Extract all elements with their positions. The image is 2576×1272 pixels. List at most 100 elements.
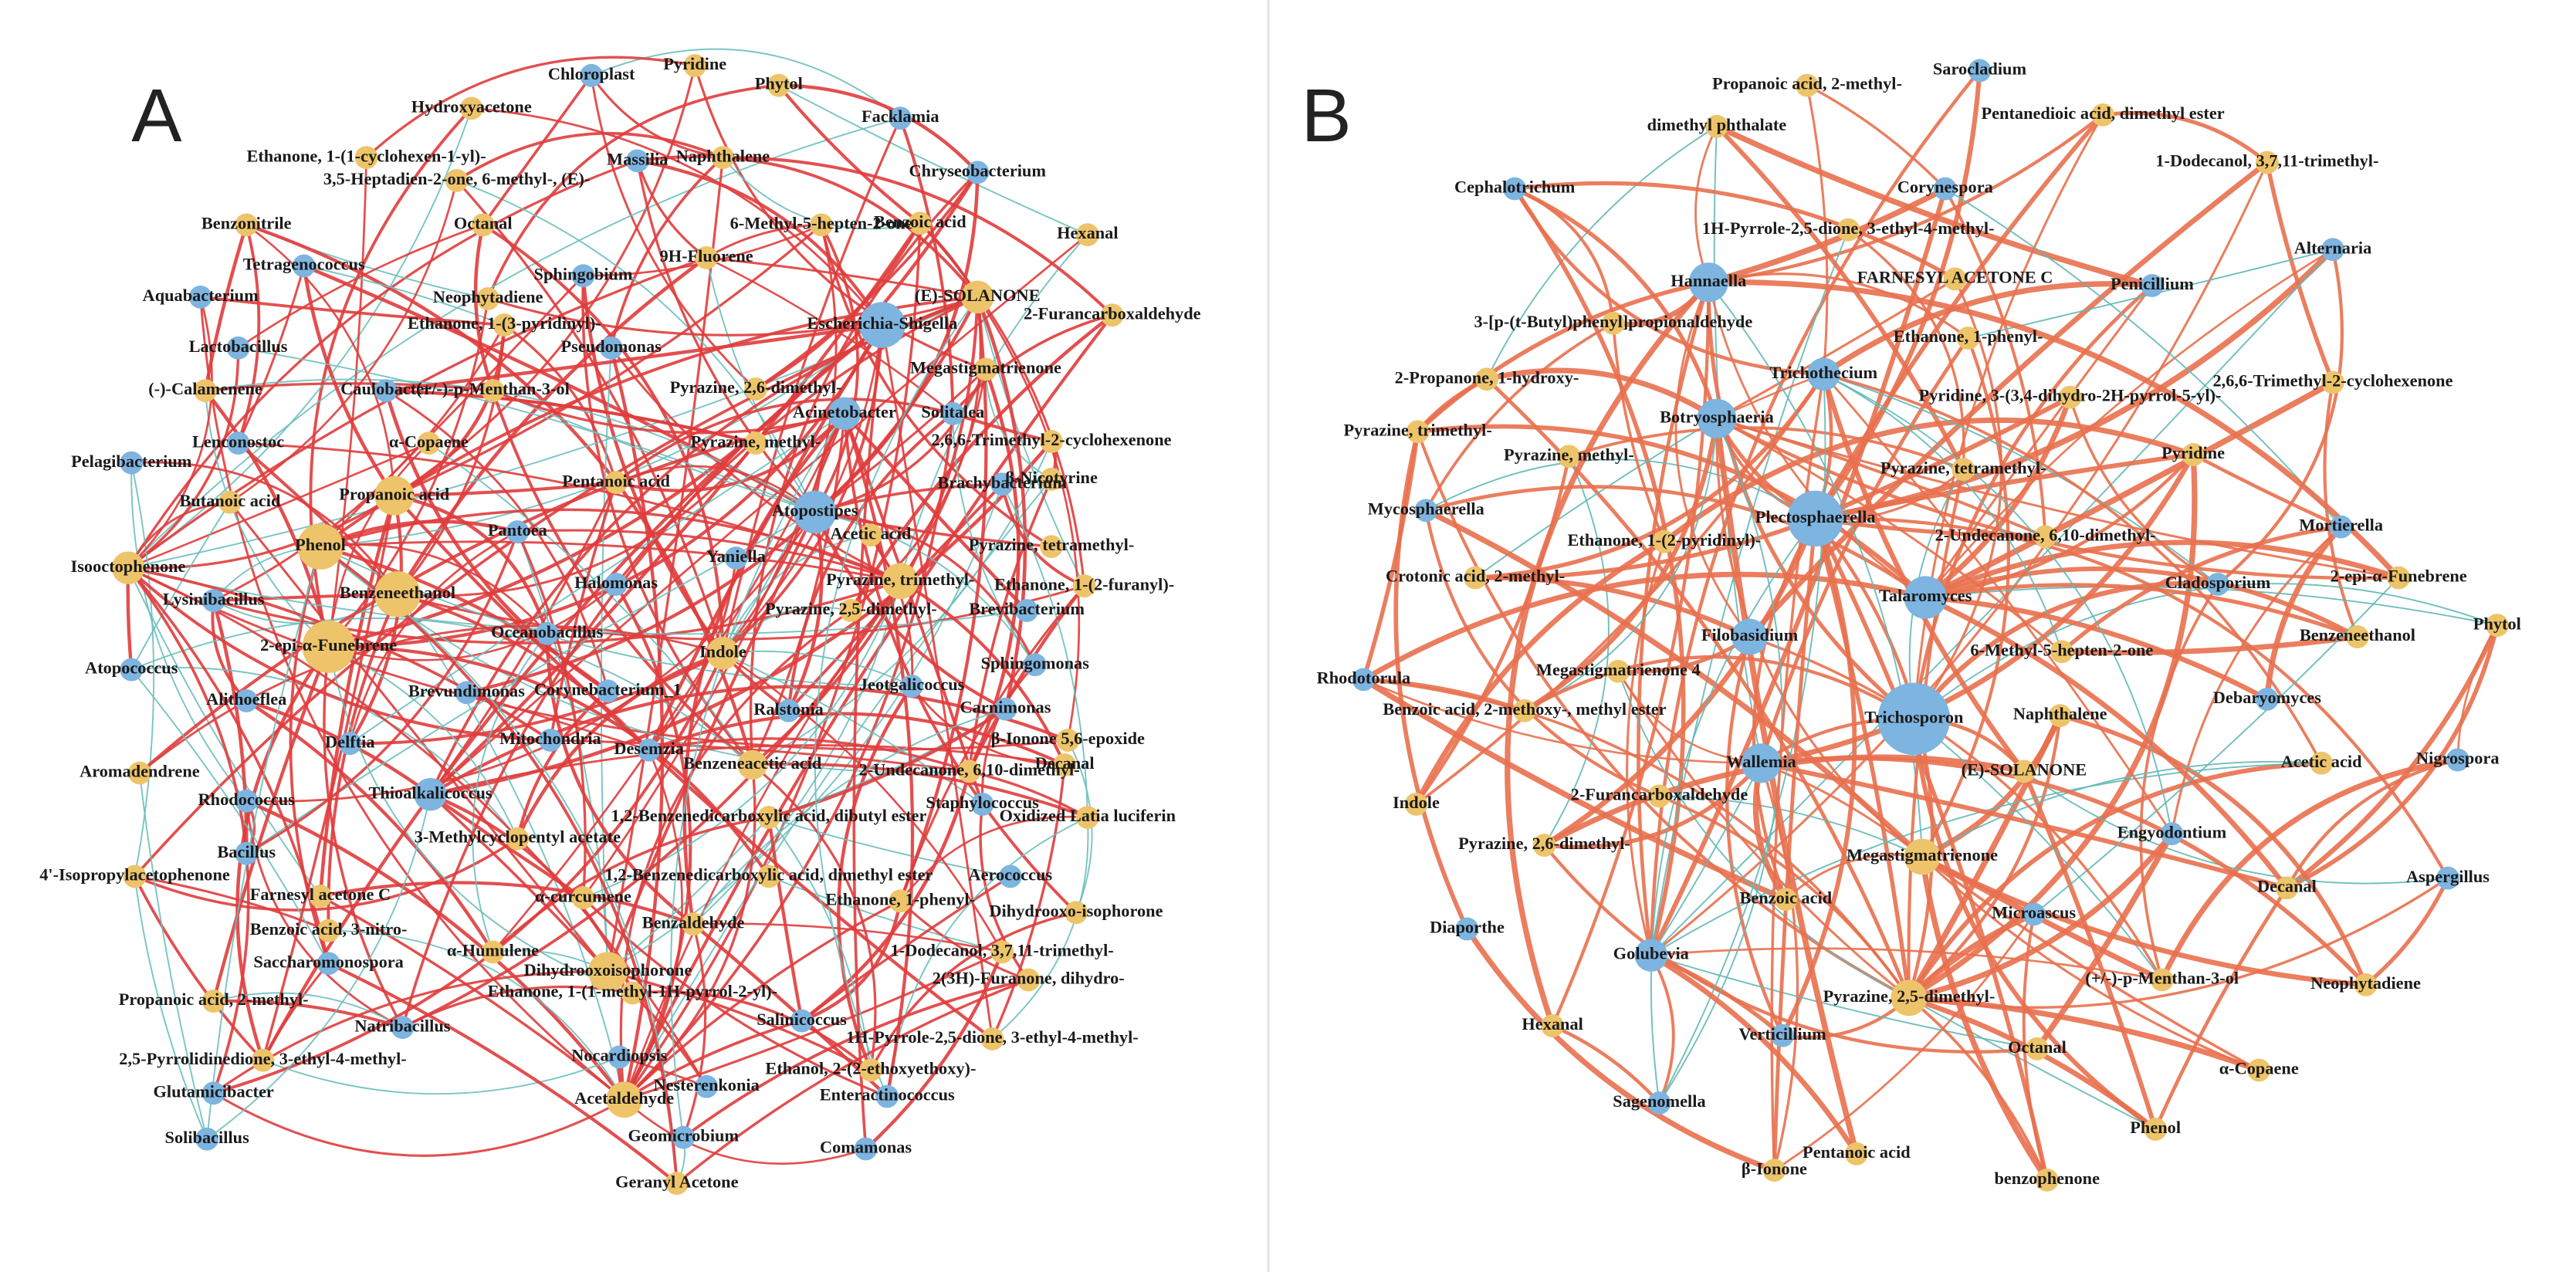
edge: [1617, 671, 1910, 999]
edge: [1772, 518, 1818, 1171]
edge: [648, 737, 970, 773]
edge: [1715, 123, 2153, 289]
node-label: Dihydrooxo-isophorone: [989, 901, 1163, 920]
node-label: Pyrazine, tetramethyl-: [1880, 458, 2046, 477]
node: [1705, 114, 1728, 138]
edge: [1822, 281, 2153, 377]
node: [1968, 59, 1992, 83]
edge: [1552, 1023, 1661, 1105]
node-label: Acinetobacter: [793, 402, 896, 421]
edge: [482, 74, 593, 226]
node: [587, 952, 628, 992]
edge: [843, 413, 984, 805]
edge: [1424, 322, 1614, 512]
node-label: Corynebacterium_1: [534, 679, 682, 699]
edge: [899, 815, 1088, 902]
node: [459, 96, 483, 120]
edge: [969, 770, 1088, 819]
node: [1891, 979, 1928, 1017]
edge: [1650, 762, 2322, 956]
edge: [778, 83, 979, 174]
edge: [706, 256, 978, 299]
edge: [327, 298, 489, 648]
node-label: Staphylococcus: [926, 793, 1039, 812]
node: [882, 563, 919, 600]
node-label: 2(3H)-Furanone, dihydro-: [933, 969, 1125, 988]
node-label: Pyrazine, methyl-: [1504, 445, 1634, 464]
node: [251, 1048, 275, 1072]
node-label: 6-Methyl-5-hepten-2-one: [730, 213, 913, 232]
edge: [365, 56, 696, 159]
node: [292, 254, 316, 278]
edge: [1001, 483, 1088, 817]
edge: [127, 347, 240, 570]
node-label: Solibacillus: [165, 1128, 250, 1147]
node-label: Massilia: [607, 150, 668, 169]
node-label: Oceanobacillus: [491, 622, 604, 641]
node: [2012, 759, 2036, 783]
node-label: Jeotgalicoccus: [859, 675, 965, 694]
edge: [503, 323, 618, 483]
node-label: Brachybacterium: [937, 472, 1067, 492]
node-label: Butanoic acid: [179, 491, 281, 510]
node-label: 1-Dodecanol, 3,7,11-trimethyl-: [2155, 151, 2378, 171]
node: [1688, 262, 1728, 303]
edge: [813, 511, 1007, 711]
node: [1100, 303, 1124, 327]
node-label: Nigrospora: [2416, 749, 2500, 768]
node-label: Pyrazine, 2,5-dimethyl-: [1823, 986, 1995, 1006]
node-label: Cladosporium: [2165, 573, 2271, 592]
node: [1532, 834, 1556, 858]
edge: [814, 296, 979, 1097]
edge: [623, 749, 683, 1101]
node: [974, 357, 997, 381]
node-label: Hydroxyacetone: [411, 96, 532, 116]
edge: [1924, 540, 2400, 600]
node: [2026, 1037, 2049, 1061]
edge: [320, 881, 694, 926]
node: [1040, 468, 1063, 491]
node-label: Propanoic acid: [339, 484, 450, 503]
node: [957, 759, 981, 783]
node-label: Hexanal: [1522, 1014, 1582, 1034]
edge: [1806, 85, 1829, 374]
node-label: Tetragenococcus: [243, 255, 365, 274]
edge: [327, 593, 399, 931]
edge: [631, 992, 708, 1088]
edge: [237, 224, 484, 349]
node: [571, 886, 595, 910]
edge: [1913, 583, 2498, 720]
edge: [787, 412, 954, 711]
node-label: Pyridine: [2161, 443, 2225, 462]
node: [1601, 312, 1625, 335]
node-label: Bacillus: [217, 842, 276, 861]
edge: [1760, 453, 2196, 766]
edge: [614, 296, 978, 586]
edge: [1725, 636, 1785, 1037]
edge: [693, 922, 1003, 953]
edge: [127, 441, 429, 569]
node: [188, 286, 212, 309]
node-label: Alternaria: [2294, 238, 2371, 257]
edge: [1413, 539, 1666, 806]
edge: [600, 347, 612, 972]
node: [744, 431, 767, 455]
edge: [323, 646, 404, 1028]
edge: [1505, 280, 1711, 1027]
node: [2310, 751, 2334, 775]
node-label: Pyrazine, tetramethyl-: [969, 535, 1135, 554]
edge: [1514, 181, 1956, 281]
edges: [126, 48, 2500, 1185]
edge: [1464, 927, 1775, 1173]
node-label: Comamonas: [820, 1138, 912, 1157]
node: [455, 681, 479, 705]
node: [201, 990, 225, 1013]
edge: [814, 510, 1052, 548]
node: [391, 1016, 415, 1040]
node-label: Solitalea: [921, 402, 984, 421]
edge: [1912, 114, 2104, 719]
node: [966, 161, 990, 184]
edge: [637, 155, 979, 299]
edge: [1907, 996, 2049, 1181]
node: [2436, 866, 2459, 890]
